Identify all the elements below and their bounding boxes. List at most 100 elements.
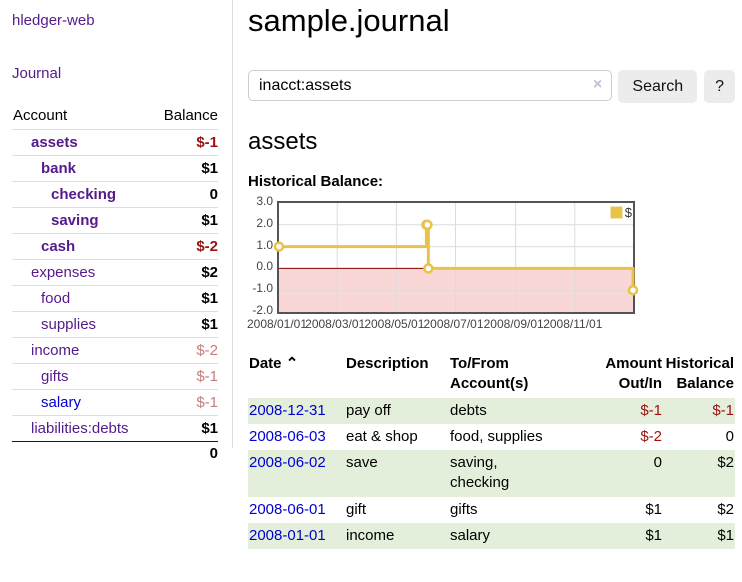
account-row: supplies $1 (12, 311, 218, 338)
accounts-header-account: Account (13, 107, 68, 124)
account-balance: $1 (201, 160, 218, 177)
register-row: 2008-12-31 pay off debts $-1 $-1 (248, 397, 735, 424)
y-axis-tick-label: 0.0 (256, 259, 273, 274)
account-row: income $-2 (12, 337, 218, 364)
chart-plot-area: $ (273, 201, 639, 314)
account-row: liabilities:debts $1 (12, 415, 218, 442)
account-row: assets $-1 (12, 129, 218, 156)
accounts-header-row: Account Balance (12, 103, 218, 130)
x-axis-tick-label: 2008/07/01 (423, 317, 484, 331)
account-balance: $-2 (196, 238, 218, 255)
account-row: salary $-1 (12, 389, 218, 416)
transaction-description: save (346, 454, 378, 471)
search-box: × (248, 70, 613, 103)
brand-link[interactable]: hledger-web (12, 12, 95, 29)
transaction-description: eat & shop (346, 427, 418, 445)
chart-legend: $ (609, 205, 632, 220)
account-balance: $1 (201, 420, 218, 437)
account-link-assets[interactable]: assets (31, 134, 78, 151)
register-row: 2008-06-03 eat & shop food, supplies $-2 0 (248, 424, 735, 450)
sort-asc-icon: ⌃ (285, 355, 299, 372)
account-link-bank[interactable]: bank (41, 160, 77, 177)
chart-title: Historical Balance: (248, 173, 384, 190)
account-link-checking[interactable]: checking (51, 186, 117, 203)
accounts-header-balance: Balance (163, 107, 218, 124)
transaction-description: income (346, 526, 395, 544)
historical-balance-chart: $ 3.0 2.0 1.0 0.0 -1.0 -2.0 2008/01/01 2008/03/… (246, 194, 735, 334)
transaction-date-link[interactable]: 2008-06-01 (249, 500, 326, 518)
tofrom-line1: To/From (450, 355, 509, 372)
account-row: cash $-2 (12, 233, 218, 260)
account-link-cash[interactable]: cash (41, 238, 76, 255)
register-header-amount: Amount Out/In (594, 351, 663, 398)
transaction-amount: 0 (653, 454, 662, 471)
account-link-expenses[interactable]: expenses (31, 264, 96, 281)
transaction-amount: $-2 (640, 427, 662, 445)
hist-line1: Historical (665, 355, 734, 372)
sidebar: hledger-web Journal Account Balance asse… (0, 0, 233, 462)
account-row: expenses $2 (12, 259, 218, 286)
account-balance: $-1 (196, 134, 218, 151)
legend-swatch-icon (609, 206, 623, 219)
account-link-gifts[interactable]: gifts (41, 368, 69, 385)
x-axis-tick-label: 2008/01/01 (246, 317, 308, 331)
search-button[interactable]: Search (618, 70, 698, 103)
y-axis-tick-label: -2.0 (252, 303, 273, 317)
transaction-balance: 0 (725, 427, 734, 445)
register-row: 2008-06-02 save saving, checking 0 $2 (248, 450, 735, 497)
page-title: sample.journal (248, 3, 450, 38)
amount-line1: Amount (605, 355, 662, 372)
y-axis-tick-label: 3.0 (256, 194, 273, 208)
transaction-balance: $2 (717, 454, 734, 471)
transaction-balance: $1 (717, 526, 734, 544)
account-balance: $-1 (196, 368, 218, 385)
account-balance: $1 (201, 316, 218, 333)
transaction-balance: $2 (717, 500, 734, 518)
transaction-date-link[interactable]: 2008-06-03 (249, 427, 326, 445)
help-button[interactable]: ? (704, 70, 735, 103)
legend-label: $ (624, 205, 632, 220)
register-header-date[interactable]: Date ⌃ (248, 351, 345, 398)
account-link-liabilities-debts[interactable]: liabilities:debts (31, 420, 129, 437)
transaction-balance: $-1 (712, 401, 734, 419)
register-header-historical: Historical Balance (663, 351, 735, 398)
register-header-row: Date ⌃ Description To/From Account(s) Am… (248, 351, 735, 398)
transaction-amount: $1 (645, 526, 662, 544)
account-link-saving[interactable]: saving (51, 212, 99, 229)
account-link-salary[interactable]: salary (41, 394, 82, 411)
account-balance: $-2 (196, 342, 218, 359)
search-input[interactable] (248, 70, 613, 101)
transaction-accounts: gifts (450, 500, 478, 518)
amount-line2: Out/In (618, 375, 662, 393)
transaction-accounts: food, supplies (450, 427, 543, 445)
account-row: food $1 (12, 285, 218, 312)
register-header-date-label: Date (249, 355, 282, 372)
transaction-date-link[interactable]: 2008-06-02 (249, 454, 326, 471)
transaction-accounts: salary (450, 526, 491, 544)
clear-search-icon[interactable]: × (593, 76, 603, 93)
account-balance: 0 (209, 186, 218, 203)
account-balance: $2 (201, 264, 218, 281)
y-axis-tick-label: -1.0 (252, 281, 273, 296)
account-row: saving $1 (12, 207, 218, 234)
accounts-table: Account Balance assets $-1 bank $1 checking 0… (12, 103, 218, 465)
hist-line2: Balance (676, 375, 734, 393)
account-row: gifts $-1 (12, 363, 218, 390)
transaction-date-link[interactable]: 2008-12-31 (249, 401, 326, 419)
main-content: sample.journal × Search ? assets Histori… (246, 0, 735, 549)
account-balance: $1 (201, 212, 218, 229)
account-link-income[interactable]: income (31, 342, 80, 359)
x-axis-tick-label: 2008/05/01 (364, 317, 425, 331)
sidebar-item-journal[interactable]: Journal (12, 65, 62, 82)
account-link-supplies[interactable]: supplies (41, 316, 97, 333)
transaction-accounts: saving, checking (450, 454, 510, 492)
accounts-total-value: 0 (209, 445, 218, 462)
y-axis-tick-label: 1.0 (256, 237, 273, 252)
y-axis-tick-label: 2.0 (256, 215, 273, 230)
account-row: checking 0 (12, 181, 218, 208)
account-link-food[interactable]: food (41, 290, 71, 307)
accounts-total-row: 0 (12, 441, 218, 466)
transaction-date-link[interactable]: 2008-01-01 (249, 526, 326, 544)
transaction-description: gift (346, 500, 367, 518)
account-row: bank $1 (12, 155, 218, 182)
